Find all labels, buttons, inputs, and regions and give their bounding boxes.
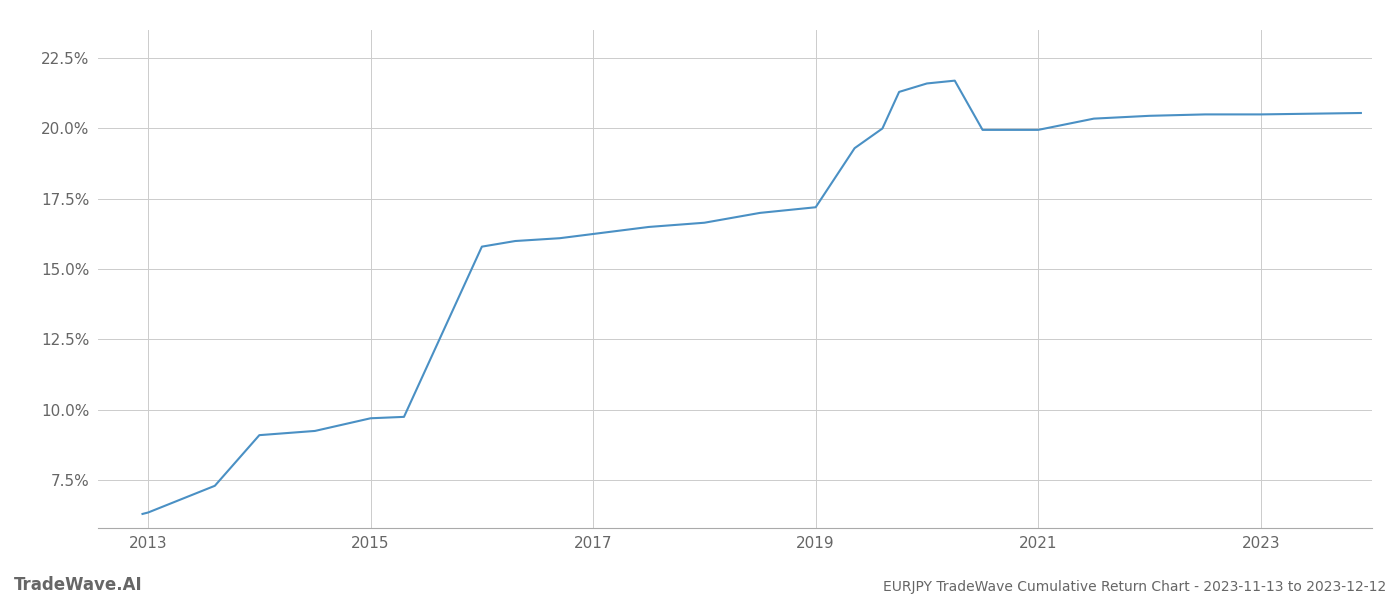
Text: TradeWave.AI: TradeWave.AI bbox=[14, 576, 143, 594]
Text: EURJPY TradeWave Cumulative Return Chart - 2023-11-13 to 2023-12-12: EURJPY TradeWave Cumulative Return Chart… bbox=[883, 580, 1386, 594]
